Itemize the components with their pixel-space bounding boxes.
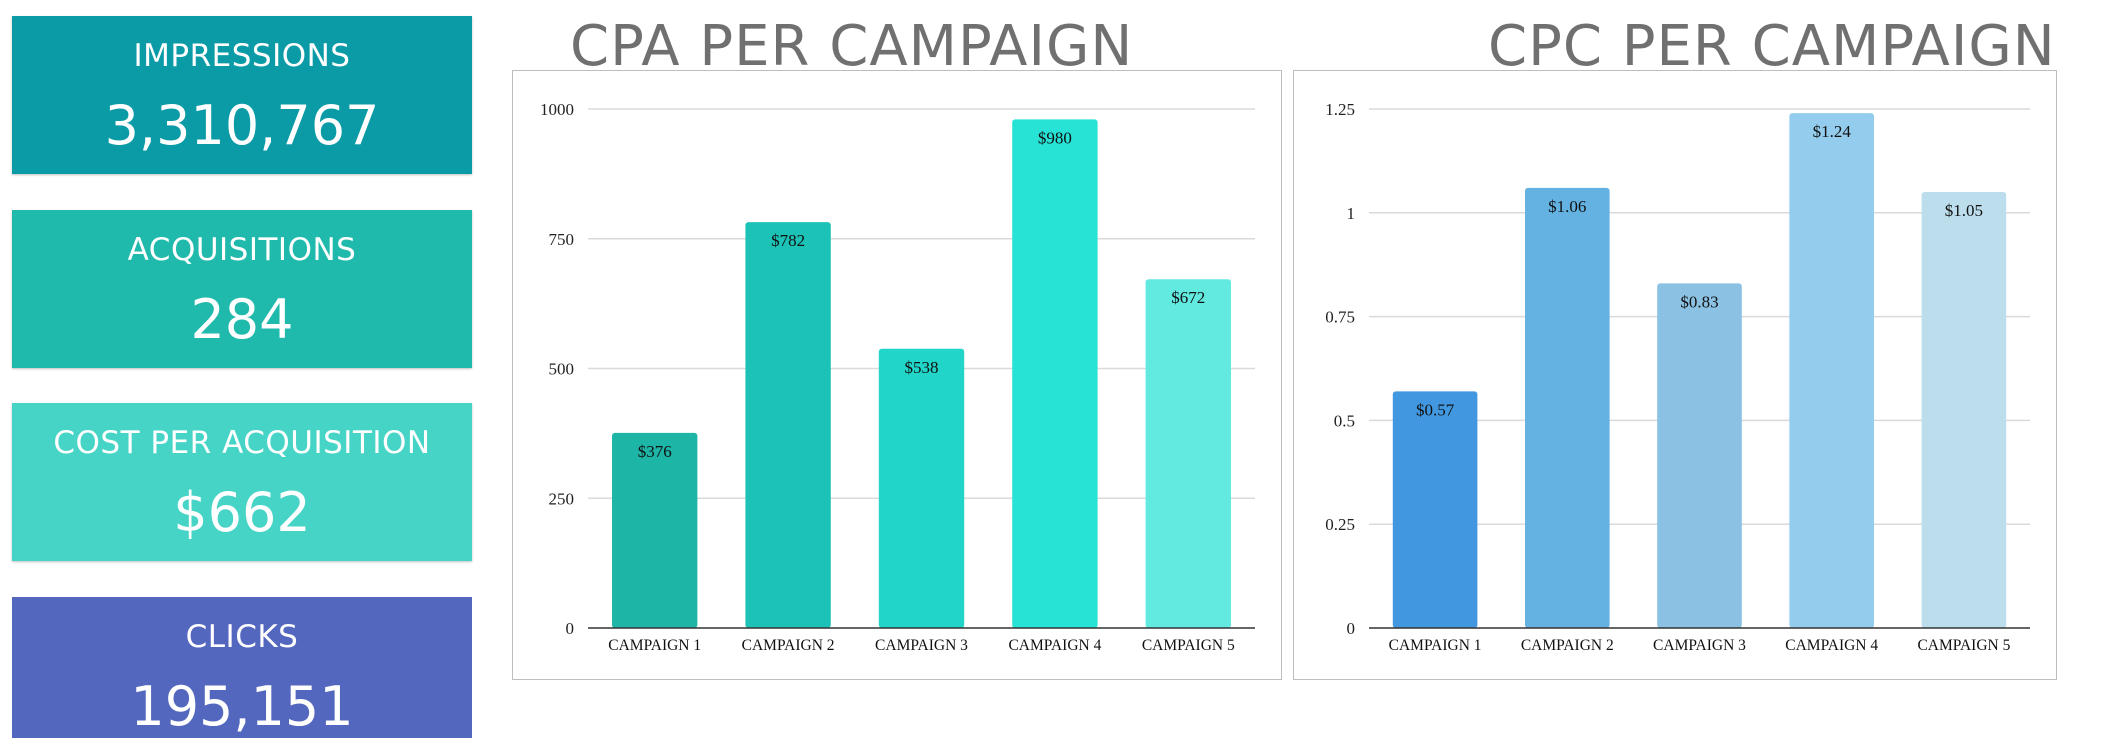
- cpa-x-tick-label: CAMPAIGN 2: [742, 637, 835, 654]
- kpi-label: CLICKS: [185, 619, 299, 655]
- cpa-data-label: $980: [1038, 128, 1072, 147]
- cpc-data-label: $1.24: [1813, 122, 1852, 141]
- cpa-bar: [878, 348, 965, 628]
- cpc-x-tick-label: CAMPAIGN 4: [1785, 637, 1878, 654]
- cpa-x-tick-label: CAMPAIGN 4: [1008, 637, 1101, 654]
- cpc-data-label: $1.05: [1945, 201, 1983, 220]
- cpc-x-tick-label: CAMPAIGN 5: [1917, 637, 2010, 654]
- cpa-y-tick-label: 750: [549, 230, 575, 249]
- cpa-x-tick-label: CAMPAIGN 5: [1142, 637, 1235, 654]
- cpa-chart-title: CPA PER CAMPAIGN: [570, 14, 1134, 79]
- kpi-label: COST PER ACQUISITION: [53, 425, 431, 461]
- cpa-bar: [612, 432, 698, 628]
- cpc-y-tick-label: 0.75: [1325, 308, 1355, 327]
- cpa-y-tick-label: 0: [566, 619, 575, 638]
- cpc-bar: [1921, 192, 2007, 628]
- kpi-card-clicks: CLICKS 195,151: [12, 597, 472, 738]
- kpi-label: IMPRESSIONS: [133, 38, 351, 74]
- cpa-x-tick-label: CAMPAIGN 3: [875, 637, 968, 654]
- kpi-value: 195,151: [130, 675, 354, 738]
- cpa-data-label: $672: [1171, 288, 1205, 307]
- cpa-y-tick-label: 250: [549, 489, 575, 508]
- cpc-bar: [1789, 113, 1875, 629]
- kpi-card-impressions: IMPRESSIONS 3,310,767: [12, 16, 472, 174]
- cpc-y-tick-label: 0.5: [1334, 411, 1355, 430]
- cpa-bar: [745, 222, 831, 628]
- kpi-card-cost-per-acquisition: COST PER ACQUISITION $662: [12, 403, 472, 561]
- cpa-y-tick-label: 500: [549, 360, 575, 379]
- cpc-chart-panel: 0 0.25 0.5 0.75 1 1.25 $0.57 CAMPAIGN 1 $1.06 CAM…: [1293, 70, 2057, 680]
- cpc-chart-title: CPC PER CAMPAIGN: [1488, 14, 2056, 79]
- cpc-bar: [1524, 187, 1610, 628]
- cpc-data-label: $1.06: [1548, 197, 1586, 216]
- cpc-y-tick-label: 1: [1347, 204, 1356, 223]
- cpc-bar: [1657, 283, 1742, 628]
- kpi-label: ACQUISITIONS: [127, 232, 357, 268]
- cpa-data-label: $782: [771, 231, 805, 250]
- cpa-y-tick-label: 1000: [540, 100, 574, 119]
- cpa-data-label: $376: [638, 442, 672, 461]
- kpi-value: $662: [173, 481, 311, 544]
- cpc-y-tick-label: 0.25: [1325, 515, 1355, 534]
- kpi-value: 284: [190, 288, 294, 351]
- cpc-x-tick-label: CAMPAIGN 2: [1521, 637, 1614, 654]
- cpa-x-tick-label: CAMPAIGN 1: [608, 637, 701, 654]
- cpc-data-label: $0.57: [1416, 400, 1455, 419]
- cpc-y-tick-label: 1.25: [1325, 100, 1355, 119]
- cpa-chart: 0 250 500 750 1000 $376 CAMPAIGN 1 $782 CAMPAIGN…: [540, 100, 1255, 654]
- kpi-card-acquisitions: ACQUISITIONS 284: [12, 210, 472, 368]
- cpc-bar: [1392, 391, 1478, 628]
- cpc-chart: 0 0.25 0.5 0.75 1 1.25 $0.57 CAMPAIGN 1 $1.06 CAM…: [1325, 100, 2030, 654]
- cpc-y-tick-label: 0: [1347, 619, 1356, 638]
- cpc-x-tick-label: CAMPAIGN 1: [1389, 637, 1482, 654]
- cpc-x-tick-label: CAMPAIGN 3: [1653, 637, 1746, 654]
- kpi-value: 3,310,767: [104, 94, 380, 157]
- cpc-data-label: $0.83: [1680, 292, 1718, 311]
- cpa-bar: [1012, 119, 1098, 628]
- cpa-data-label: $538: [905, 358, 939, 377]
- cpa-bar: [1145, 279, 1231, 628]
- cpa-chart-panel: 0 250 500 750 1000 $376 CAMPAIGN 1 $782 CAMPAIGN…: [512, 70, 1282, 680]
